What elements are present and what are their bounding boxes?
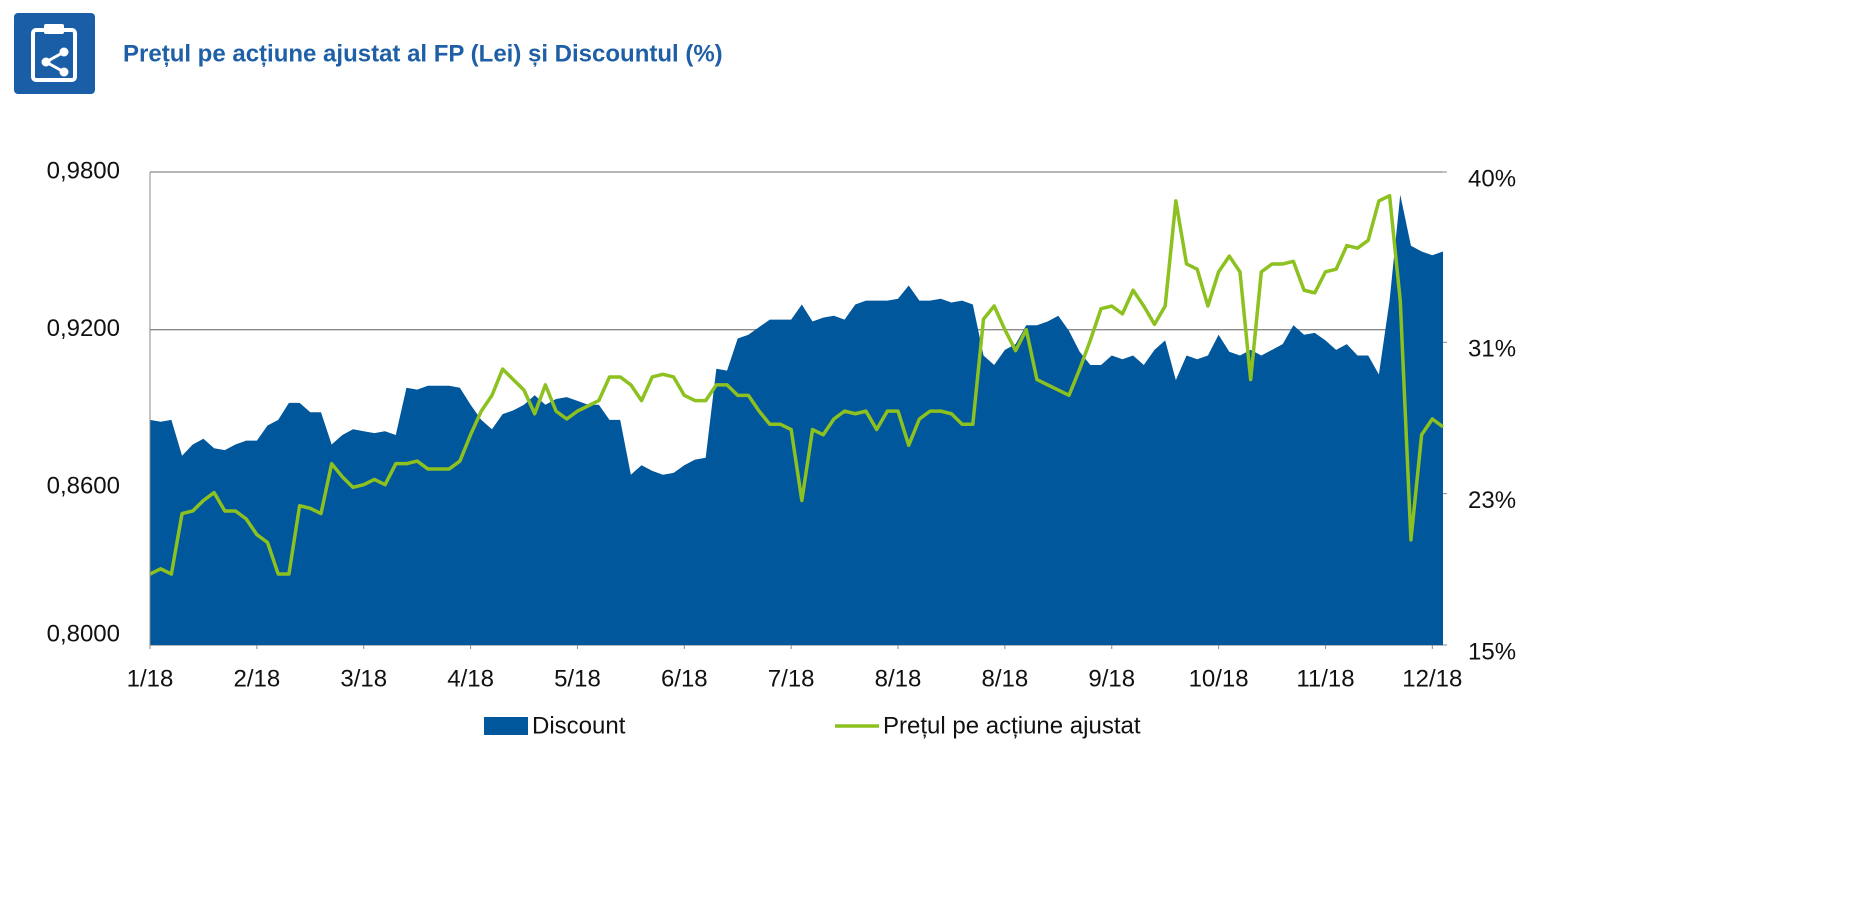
y2-tick-label: 15% (1468, 638, 1516, 665)
x-tick-label: 4/18 (447, 665, 494, 692)
y-tick-label: 0,8600 (47, 473, 120, 500)
title-icon (14, 13, 95, 94)
x-tick-label: 8/18 (875, 665, 922, 692)
x-tick-label: 8/18 (982, 665, 1029, 692)
x-tick-label: 6/18 (661, 665, 708, 692)
legend-swatch (484, 717, 528, 735)
area (150, 194, 1443, 646)
x-tick-label: 1/18 (127, 665, 174, 692)
y2-tick-label: 23% (1468, 487, 1516, 514)
y-tick-label: 0,8000 (47, 620, 120, 647)
y-tick-label: 0,9200 (47, 315, 120, 342)
legend-label: Prețul pe acțiune ajustat (883, 712, 1141, 739)
x-tick-label: 5/18 (554, 665, 601, 692)
x-tick-label: 3/18 (340, 665, 387, 692)
x-tick-label: 9/18 (1088, 665, 1135, 692)
x-tick-label: 7/18 (768, 665, 815, 692)
y-tick-label: 0,9800 (47, 157, 120, 184)
y2-tick-label: 31% (1468, 336, 1516, 363)
legend-label: Discount (532, 712, 626, 739)
line (149, 193, 1445, 576)
chart-title: Prețul pe acțiune ajustat al FP (Lei) și… (123, 40, 723, 67)
x-tick-label: 10/18 (1189, 665, 1249, 692)
x-tick-label: 2/18 (234, 665, 281, 692)
x-tick-label: 11/18 (1296, 665, 1354, 692)
y2-tick-label: 40% (1468, 165, 1516, 192)
x-tick-label: 12/18 (1402, 665, 1462, 692)
